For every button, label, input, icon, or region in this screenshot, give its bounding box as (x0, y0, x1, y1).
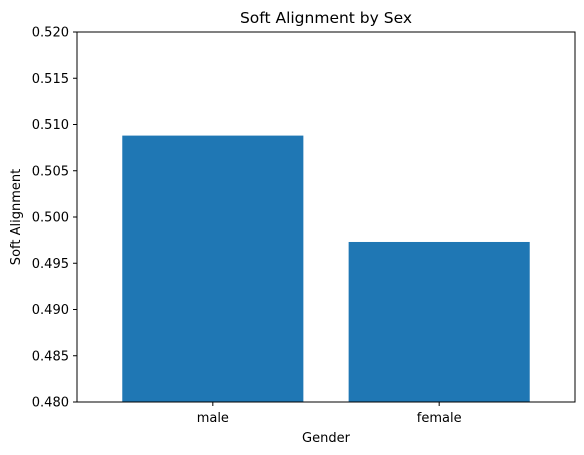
y-tick-label: 0.480 (32, 396, 69, 411)
y-tick-label: 0.510 (32, 118, 69, 133)
x-axis: male female (197, 402, 462, 426)
x-tick-label: male (197, 411, 229, 426)
x-tick-label: female (417, 411, 462, 426)
y-tick-label: 0.515 (32, 72, 69, 87)
y-axis-label: Soft Alignment (9, 169, 24, 265)
chart-title: Soft Alignment by Sex (240, 9, 412, 27)
y-tick-label: 0.485 (32, 349, 69, 364)
bars-group (122, 135, 530, 402)
y-tick-label: 0.495 (32, 257, 69, 272)
y-axis: 0.480 0.485 0.490 0.495 0.500 0.505 0.510 0.515… (32, 26, 77, 411)
y-tick-label: 0.500 (32, 211, 69, 226)
y-tick-label: 0.520 (32, 26, 69, 41)
y-tick-label: 0.490 (32, 303, 69, 318)
y-tick-label: 0.505 (32, 164, 69, 179)
x-axis-label: Gender (302, 431, 351, 446)
plot-frame (76, 31, 576, 403)
bar-female (348, 241, 530, 402)
bar-male (122, 135, 304, 402)
